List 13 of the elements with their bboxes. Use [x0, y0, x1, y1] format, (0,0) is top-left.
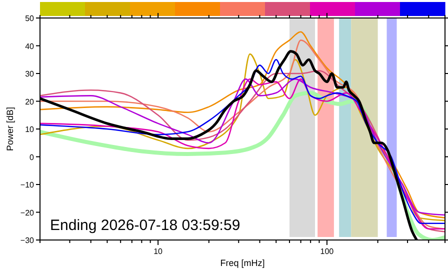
y-tick-label: 20	[25, 97, 35, 106]
y-tick-label: 50	[25, 14, 35, 23]
annotation: Ending 2026-07-18 03:59:59	[50, 217, 240, 234]
y-tick-label: 30	[25, 70, 35, 78]
y-tick-label: 0	[30, 152, 35, 162]
y-tick-label: −20	[20, 208, 35, 218]
x-axis-title: Freq [mHz]	[220, 258, 265, 268]
x-tick-label: 100	[320, 247, 334, 256]
y-tick-label: 40	[25, 42, 35, 51]
y-tick-label: −10	[20, 180, 35, 190]
y-axis-title: Power [dB]	[5, 106, 15, 152]
y-tick-label: 10	[25, 125, 35, 134]
y-tick-label: −30	[20, 236, 35, 245]
